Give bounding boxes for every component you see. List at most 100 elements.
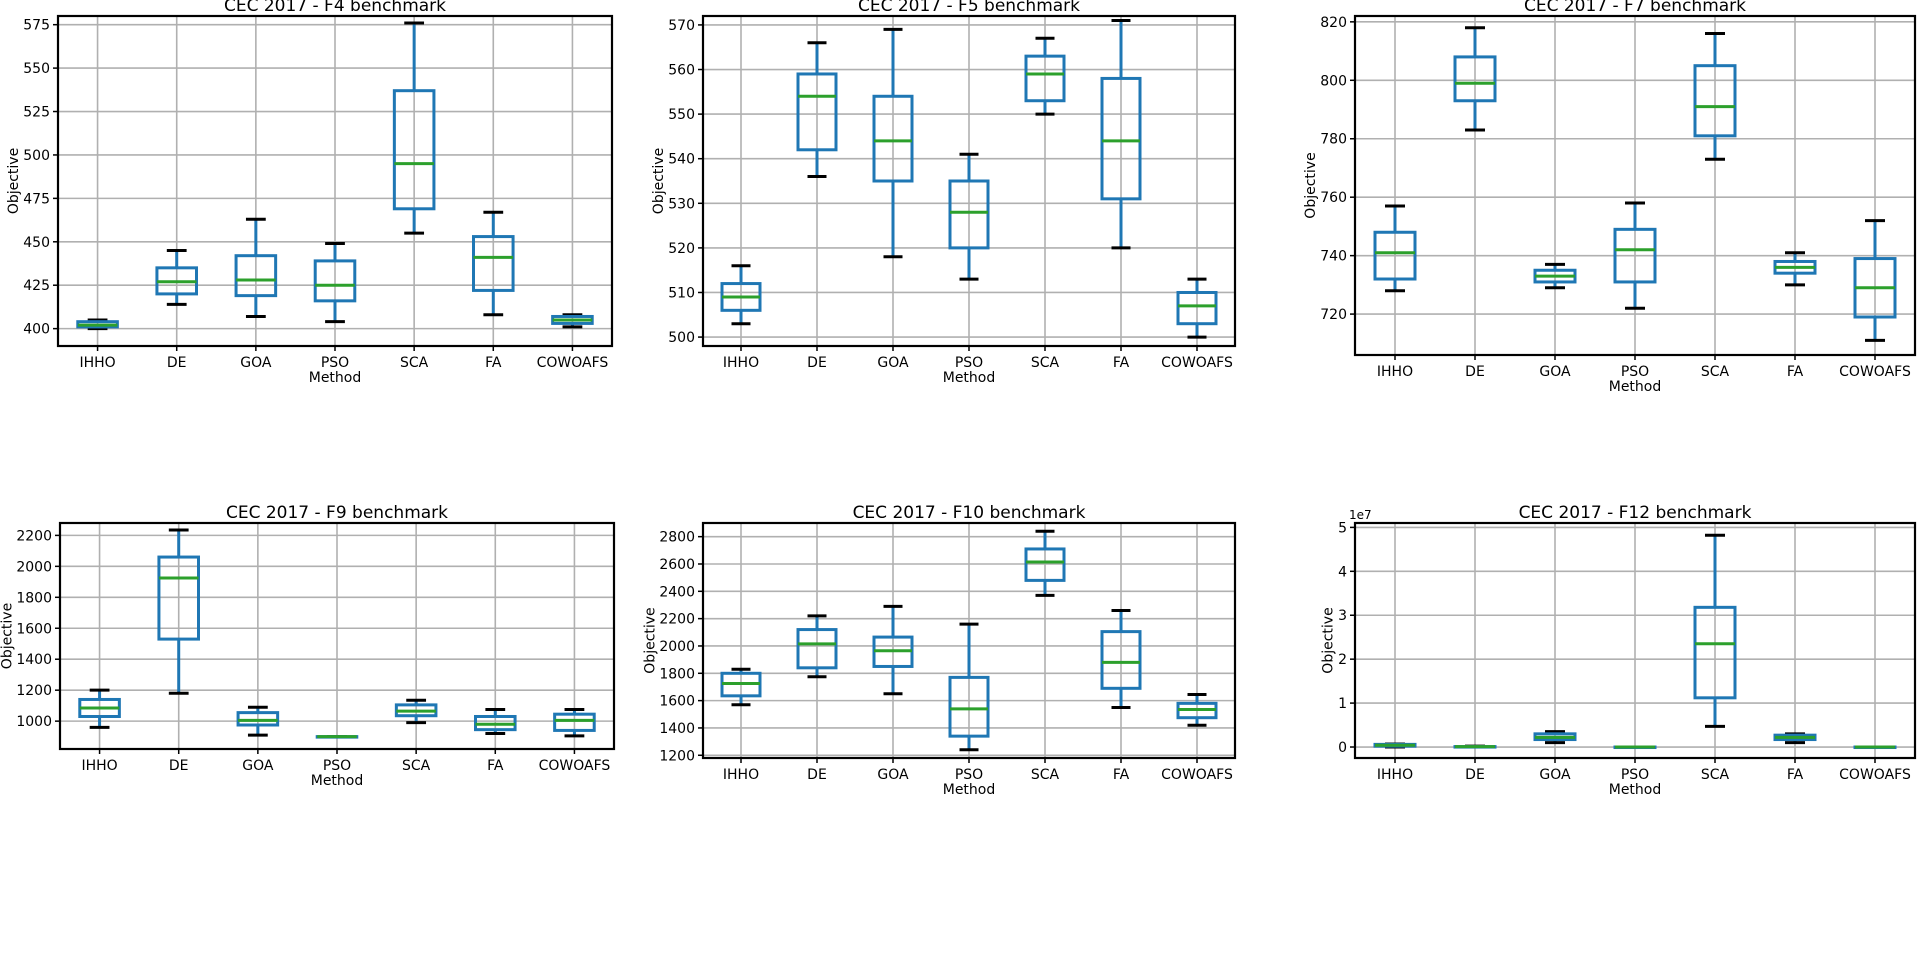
- box-pso: [313, 259, 357, 303]
- y-axis-label: Objective: [6, 148, 22, 214]
- x-tick-label: SCA: [1701, 364, 1730, 380]
- y-tick-label: 530: [668, 196, 695, 212]
- y-tick-label: 500: [23, 148, 50, 164]
- chart-panel-3: 1000 1200 1400 1600 1800 2000 2200 IHHO DE GOA PSO…: [0, 503, 616, 789]
- box-goa: [872, 94, 914, 183]
- chart-panel-4: 1200 1400 1600 1800 2000 2200 2400 2600 2800 IHHO…: [643, 503, 1237, 798]
- y-tick-label: 520: [668, 241, 695, 257]
- y-tick-label: 4: [1338, 564, 1347, 580]
- x-tick-label: COWOAFS: [1161, 355, 1233, 371]
- y-tick-label: 400: [23, 322, 50, 338]
- y-tick-label: 450: [23, 235, 50, 251]
- y-tick-label: 1200: [16, 683, 52, 699]
- x-tick-label: SCA: [402, 758, 431, 774]
- x-tick-label: IHHO: [1377, 364, 1413, 380]
- y-tick-label: 2: [1338, 652, 1347, 668]
- x-axis-label: Method: [943, 370, 996, 386]
- y-tick-label: 720: [1320, 307, 1347, 323]
- chart-title: CEC 2017 - F9 benchmark: [226, 503, 448, 523]
- y-tick-label: 0: [1338, 740, 1347, 756]
- y-tick-label: 800: [1320, 73, 1347, 89]
- y-tick-label: 550: [668, 107, 695, 123]
- y-tick-label: 780: [1320, 132, 1347, 148]
- y-tick-label: 1: [1338, 696, 1347, 712]
- x-axis-label: Method: [1609, 782, 1662, 798]
- y-offset-label: 1e7: [1349, 508, 1372, 522]
- x-tick-label: IHHO: [79, 355, 115, 371]
- box-fa: [1100, 630, 1142, 690]
- x-tick-label: COWOAFS: [539, 758, 611, 774]
- x-tick-label: DE: [807, 355, 827, 371]
- y-tick-label: 1400: [659, 721, 695, 737]
- x-tick-label: IHHO: [723, 355, 759, 371]
- x-tick-label: GOA: [242, 758, 274, 774]
- box-fa: [472, 235, 515, 292]
- y-tick-label: 475: [23, 191, 50, 207]
- y-tick-label: 1800: [16, 590, 52, 606]
- y-axis-label: Objective: [651, 148, 667, 214]
- x-tick-label: GOA: [240, 355, 272, 371]
- box-pso: [948, 179, 990, 250]
- y-tick-label: 575: [23, 18, 50, 34]
- y-tick-label: 760: [1320, 190, 1347, 206]
- box-sca: [1024, 547, 1066, 582]
- y-tick-label: 2600: [659, 557, 695, 573]
- x-tick-label: IHHO: [723, 767, 759, 783]
- chart-panel-5: 0 1 2 3 4 5 IHHO DE GOA PSO SCA FA COWOAFS CEC 2017 -…: [1320, 503, 1917, 798]
- box-de: [796, 72, 838, 152]
- box-sca: [392, 89, 436, 211]
- x-tick-label: GOA: [877, 767, 909, 783]
- box-sca: [1693, 605, 1737, 700]
- chart-title: CEC 2017 - F5 benchmark: [858, 0, 1080, 16]
- x-tick-label: SCA: [1701, 767, 1730, 783]
- box-goa: [236, 711, 280, 727]
- y-tick-label: 550: [23, 61, 50, 77]
- y-tick-label: 1600: [16, 621, 52, 637]
- x-tick-label: DE: [169, 758, 189, 774]
- x-tick-label: PSO: [321, 355, 349, 371]
- x-tick-label: DE: [1465, 364, 1485, 380]
- box-cowoafs: [553, 712, 596, 732]
- box-pso: [1613, 227, 1657, 284]
- y-tick-label: 1200: [659, 748, 695, 764]
- x-tick-label: IHHO: [1377, 767, 1413, 783]
- box-de: [157, 555, 201, 641]
- x-tick-label: PSO: [955, 767, 983, 783]
- x-axis-label: Method: [309, 370, 362, 386]
- x-tick-label: SCA: [400, 355, 429, 371]
- x-tick-label: GOA: [1539, 364, 1571, 380]
- chart-panel-0: 400 425 450 475 500 525 550 575 IHHO DE GOA PSO SCA F…: [6, 0, 614, 386]
- x-tick-label: FA: [487, 758, 504, 774]
- y-axis-label: Objective: [0, 603, 16, 669]
- y-tick-label: 500: [668, 330, 695, 346]
- x-tick-label: IHHO: [81, 758, 117, 774]
- box-goa: [234, 254, 278, 298]
- y-tick-label: 820: [1320, 15, 1347, 31]
- y-tick-label: 2200: [659, 612, 695, 628]
- box-de: [1453, 55, 1497, 103]
- x-tick-label: DE: [167, 355, 187, 371]
- y-tick-label: 425: [23, 278, 50, 294]
- x-tick-label: COWOAFS: [537, 355, 609, 371]
- x-tick-label: SCA: [1031, 355, 1060, 371]
- y-tick-label: 1400: [16, 652, 52, 668]
- y-tick-label: 525: [23, 105, 50, 121]
- x-tick-label: PSO: [323, 758, 351, 774]
- chart-title: CEC 2017 - F7 benchmark: [1524, 0, 1746, 16]
- x-tick-label: COWOAFS: [1839, 364, 1911, 380]
- x-tick-label: PSO: [955, 355, 983, 371]
- chart-title: CEC 2017 - F4 benchmark: [224, 0, 446, 16]
- y-tick-label: 1600: [659, 694, 695, 710]
- y-tick-label: 3: [1338, 608, 1347, 624]
- x-tick-label: GOA: [1539, 767, 1571, 783]
- box-de: [796, 628, 838, 670]
- y-tick-label: 2000: [659, 639, 695, 655]
- chart-title: CEC 2017 - F10 benchmark: [853, 503, 1086, 523]
- box-sca: [1693, 64, 1737, 138]
- x-tick-label: COWOAFS: [1161, 767, 1233, 783]
- y-tick-label: 5: [1338, 520, 1347, 536]
- y-axis-label: Objective: [1320, 607, 1336, 673]
- x-tick-label: FA: [1113, 355, 1130, 371]
- x-axis-label: Method: [1609, 379, 1662, 395]
- y-tick-label: 2200: [16, 528, 52, 544]
